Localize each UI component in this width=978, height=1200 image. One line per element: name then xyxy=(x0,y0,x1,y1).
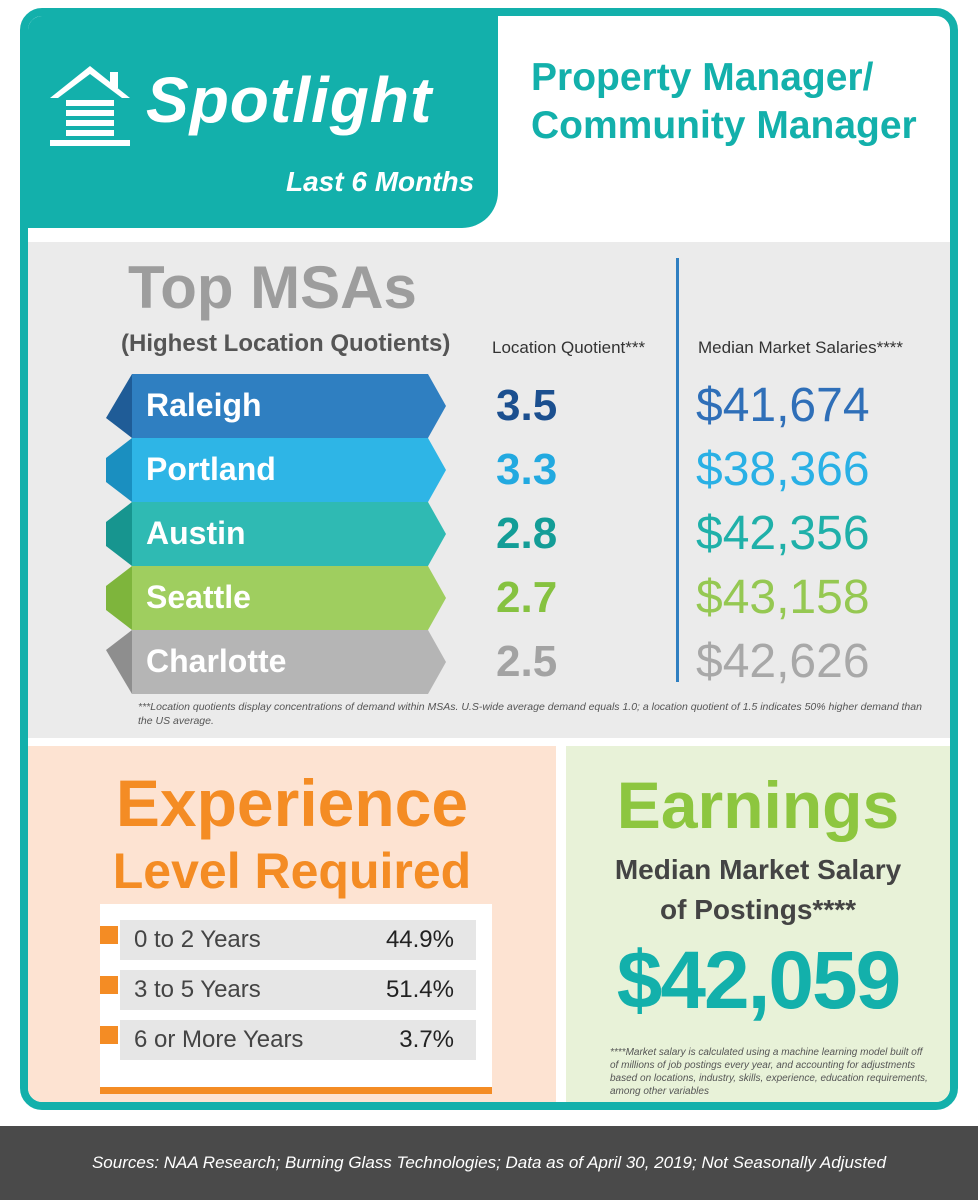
spotlight-header: Spotlight Last 6 Months xyxy=(28,16,498,228)
location-quotient: 2.8 xyxy=(496,509,558,558)
experience-label: 0 to 2 Years xyxy=(134,926,261,953)
square-bullet-icon xyxy=(100,1026,118,1044)
median-salary-value: $42,059 xyxy=(616,935,901,1026)
experience-subtitle: Level Required xyxy=(112,843,472,899)
earnings-subtitle-line2: of Postings**** xyxy=(659,894,857,925)
median-salary: $41,674 xyxy=(696,379,870,432)
experience-value: 3.7% xyxy=(399,1026,454,1053)
msa-subheading: (Highest Location Quotients) xyxy=(121,330,451,357)
sources-text: Sources: NAA Research; Burning Glass Tec… xyxy=(91,1153,887,1172)
msa-row: Raleigh 3.5 $41,674 xyxy=(106,374,946,438)
city-name: Charlotte xyxy=(146,643,287,679)
location-quotient: 2.5 xyxy=(496,637,558,686)
square-bullet-icon xyxy=(100,976,118,994)
period-label: Last 6 Months xyxy=(286,166,475,197)
arrow-banner xyxy=(106,374,446,438)
arrow-banner xyxy=(106,630,446,694)
experience-underline xyxy=(100,1087,492,1094)
location-quotient: 3.3 xyxy=(496,445,558,494)
msa-heading: Top MSAs xyxy=(128,254,417,321)
job-title-line1: Property Manager/ xyxy=(531,56,874,99)
city-name: Seattle xyxy=(146,579,251,615)
experience-value: 51.4% xyxy=(385,976,454,1003)
experience-label: 3 to 5 Years xyxy=(134,976,261,1003)
city-name: Raleigh xyxy=(146,387,262,423)
experience-value: 44.9% xyxy=(385,926,454,953)
earnings-subtitle-line1: Median Market Salary xyxy=(614,854,902,885)
msa-row: Seattle 2.7 $43,158 xyxy=(106,566,946,630)
location-quotient: 2.7 xyxy=(496,573,558,622)
house-icon xyxy=(50,66,130,146)
infographic-frame: Spotlight Last 6 Months Property Manager… xyxy=(20,8,958,1110)
experience-title: Experience xyxy=(115,766,469,840)
location-quotient: 3.5 xyxy=(496,381,558,430)
lq-footnote: ***Location quotients display concentrat… xyxy=(138,701,922,727)
median-salary: $42,626 xyxy=(696,635,870,688)
median-salary: $42,356 xyxy=(696,507,870,560)
lq-column-header: Location Quotient*** xyxy=(492,338,646,357)
median-salary: $43,158 xyxy=(696,571,870,624)
earnings-panel: Earnings Median Market Salary of Posting… xyxy=(566,746,950,1102)
experience-list: 0 to 2 Years 44.9% 3 to 5 Years 51.4% 6 … xyxy=(100,904,492,1094)
arrow-banner xyxy=(106,502,446,566)
experience-panel: Experience Level Required 0 to 2 Years 4… xyxy=(28,746,556,1102)
experience-row: 0 to 2 Years 44.9% xyxy=(100,920,476,960)
arrow-banner xyxy=(106,438,446,502)
median-salary: $38,366 xyxy=(696,443,870,496)
experience-row: 3 to 5 Years 51.4% xyxy=(100,970,476,1010)
msa-row: Charlotte 2.5 $42,626 xyxy=(106,630,946,694)
arrow-banner xyxy=(106,566,446,630)
salary-column-header: Median Market Salaries**** xyxy=(698,338,904,357)
square-bullet-icon xyxy=(100,926,118,944)
sources-footer: Sources: NAA Research; Burning Glass Tec… xyxy=(0,1126,978,1200)
earnings-title: Earnings xyxy=(616,768,900,842)
spotlight-title: Spotlight xyxy=(146,64,433,136)
city-name: Portland xyxy=(146,451,276,487)
job-title-line2: Community Manager xyxy=(531,104,917,147)
city-name: Austin xyxy=(146,515,246,551)
column-divider xyxy=(676,258,679,682)
job-title: Property Manager/ Community Manager xyxy=(531,54,917,150)
experience-row: 6 or More Years 3.7% xyxy=(100,1020,476,1060)
msa-row: Austin 2.8 $42,356 xyxy=(106,502,946,566)
msa-row: Portland 3.3 $38,366 xyxy=(106,438,946,502)
experience-label: 6 or More Years xyxy=(134,1026,304,1053)
top-msas-panel: Top MSAs (Highest Location Quotients) Lo… xyxy=(28,242,950,738)
salary-footnote: ****Market salary is calculated using a … xyxy=(610,1047,928,1097)
